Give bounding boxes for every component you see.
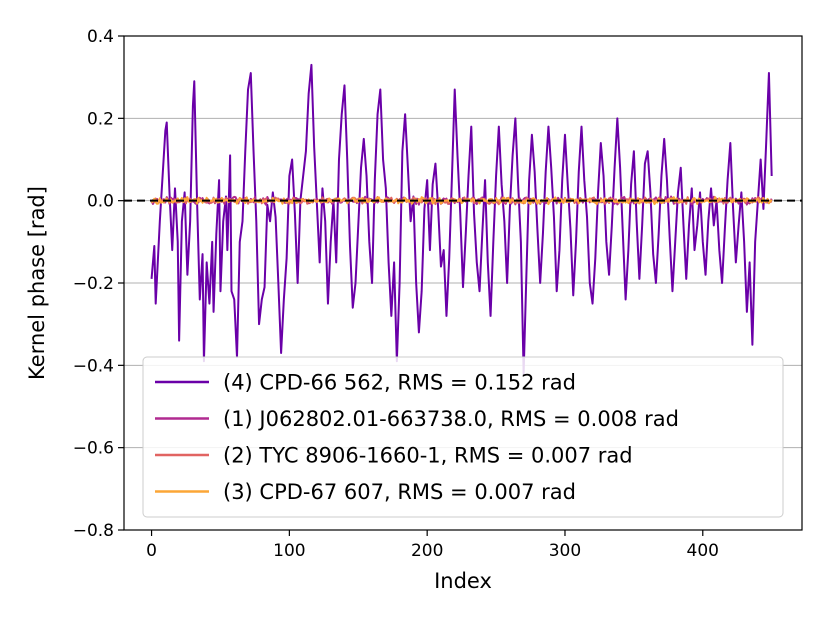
y-axis-label: Kernel phase [rad]	[25, 186, 49, 380]
legend-entry-2: (2) TYC 8906-1660-1, RMS = 0.007 rad	[223, 444, 633, 468]
y-axis: −0.8 −0.6 −0.4 −0.2 0.0 0.2 0.4	[73, 27, 124, 541]
x-tick-label-0: 0	[146, 541, 157, 561]
x-tick-label-3: 300	[549, 541, 581, 561]
legend-box	[142, 356, 784, 518]
legend: (4) CPD-66 562, RMS = 0.152 rad (1) J0628…	[142, 356, 784, 518]
y-tick-label-5: 0.2	[87, 109, 114, 129]
legend-entry-1: (1) J062802.01-663738.0, RMS = 0.008 rad	[223, 407, 679, 431]
series-layer	[150, 63, 773, 375]
y-tick-label-1: −0.6	[73, 439, 114, 459]
y-tick-label-6: 0.4	[87, 27, 114, 47]
x-axis-label: Index	[434, 569, 492, 593]
y-tick-label-2: −0.4	[73, 356, 114, 376]
y-tick-label-3: −0.2	[73, 274, 114, 294]
x-tick-label-4: 400	[687, 541, 719, 561]
legend-entry-0: (4) CPD-66 562, RMS = 0.152 rad	[223, 371, 576, 395]
x-tick-label-1: 100	[273, 541, 305, 561]
y-tick-label-4: 0.0	[87, 192, 114, 212]
y-tick-label-0: −0.8	[73, 521, 114, 541]
legend-entry-3: (3) CPD-67 607, RMS = 0.007 rad	[223, 480, 576, 504]
series-line-0	[150, 63, 773, 375]
x-axis: 0 100 200 300 400	[146, 530, 719, 561]
x-tick-label-2: 200	[411, 541, 443, 561]
series-0	[150, 63, 773, 375]
